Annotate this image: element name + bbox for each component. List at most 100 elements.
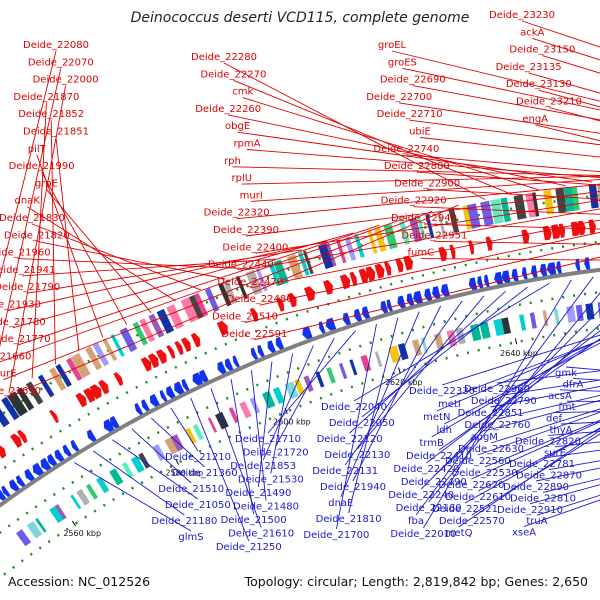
- reverse-gene-label-10: Deide_22890: [503, 482, 569, 493]
- reverse-gene-label-18: Deide_22760: [464, 420, 530, 431]
- forward-gene-label-36: Deide_22510: [212, 312, 278, 323]
- reverse-gene-arrow-31: [217, 361, 227, 375]
- outer-feature-block-65: [588, 183, 599, 209]
- reverse-gene-arrow-38: [275, 336, 285, 350]
- forward-gene-label-43: ubiE: [409, 127, 431, 138]
- reverse-gene-label-0: gmk: [555, 368, 577, 379]
- reverse-leader-line-45: [352, 305, 442, 482]
- reverse-leader-line-48: [335, 324, 377, 530]
- forward-leader-line-13: [22, 258, 277, 277]
- reverse-gene-label-36: Deide_22240: [388, 490, 454, 501]
- reverse-gene-label-44: Deide_22131: [312, 466, 378, 477]
- reverse-gene-arrow-62: [484, 274, 490, 287]
- outer-feature-block-26: [188, 294, 206, 319]
- reverse-gene-label-56: Deide_21610: [228, 529, 294, 540]
- forward-gene-label-44: Deide_22740: [373, 144, 439, 155]
- reverse-gene-arrow-5: [9, 479, 20, 492]
- reverse-gene-arrow-53: [406, 293, 415, 306]
- forward-leader-line-47: [413, 206, 600, 215]
- outer-feature-block-25: [180, 297, 199, 323]
- reverse-gene-arrow-51: [386, 299, 393, 312]
- forward-gene-arrow-54: [403, 255, 414, 271]
- forward-leader-line-46: [427, 188, 600, 200]
- forward-gene-label-26: rpmA: [233, 139, 260, 150]
- outer-feature-block-15: [85, 346, 103, 371]
- forward-gene-label-32: Deide_22400: [222, 242, 288, 253]
- label-leader-lines: [0, 20, 600, 542]
- reverse-gene-label-1: dfrA: [563, 379, 584, 390]
- outer-feature-block-31: [235, 275, 248, 300]
- reverse-leader-line-52: [270, 353, 294, 474]
- forward-gene-arrow-74: [588, 219, 596, 234]
- reverse-gene-label-35: Deide_22490: [401, 477, 467, 488]
- inner-feature-block-45: [519, 314, 527, 331]
- forward-leader-line-37: [254, 256, 600, 341]
- forward-leader-line-2: [8, 85, 67, 393]
- forward-leader-line-18: [0, 217, 406, 363]
- forward-gene-arrow-59: [449, 244, 456, 259]
- outer-feature-block-24: [166, 304, 184, 330]
- forward-gene-arrow-27: [166, 345, 176, 359]
- reverse-gene-label-12: Deide_22910: [497, 505, 563, 516]
- reverse-leader-line-17: [490, 385, 600, 408]
- reverse-gene-label-38: fba: [408, 516, 424, 527]
- reverse-gene-label-49: Deide_21710: [235, 434, 301, 445]
- reverse-leader-line-37: [428, 292, 600, 503]
- inner-feature-block-8: [96, 476, 110, 494]
- inner-feature-block-7: [85, 483, 98, 500]
- forward-gene-label-6: pilT: [28, 144, 47, 155]
- forward-leader-line-44: [406, 154, 600, 173]
- forward-gene-label-52: ackA: [520, 27, 544, 38]
- forward-gene-arrow-58: [438, 246, 448, 262]
- forward-leader-line-34: [250, 219, 600, 289]
- reverse-gene-label-55: Deide_21500: [221, 515, 287, 526]
- reverse-leader-line-50: [275, 337, 335, 447]
- forward-gene-arrow-33: [216, 320, 228, 336]
- forward-gene-arrow-50: [365, 266, 376, 282]
- reverse-gene-label-60: Deide_21510: [158, 484, 224, 495]
- reverse-gene-arrow-67: [531, 265, 538, 278]
- reverse-gene-label-30: metN: [423, 412, 450, 423]
- forward-gene-arrow-9: [16, 429, 28, 444]
- forward-gene-arrow-53: [395, 258, 404, 273]
- inner-feature-block-33: [374, 351, 383, 368]
- reverse-gene-label-14: xseA: [512, 528, 536, 539]
- forward-leader-line-5: [55, 137, 80, 351]
- forward-leader-line-4: [50, 120, 56, 365]
- forward-gene-label-49: Deide_22951: [401, 230, 467, 241]
- reverse-gene-arrow-41: [302, 326, 313, 340]
- inner-feature-block-12: [138, 452, 151, 469]
- inner-feature-block-40: [455, 327, 466, 345]
- forward-gene-label-35: Deide_22480: [227, 294, 293, 305]
- forward-leader-line-36: [244, 242, 600, 323]
- forward-gene-label-33: Deide_22440: [208, 260, 274, 271]
- reverse-gene-label-20: Deide_22630: [458, 444, 524, 455]
- forward-gene-label-14: Deide_21790: [0, 282, 60, 293]
- inner-feature-block-28: [315, 371, 325, 388]
- forward-gene-label-24: Deide_22260: [195, 104, 261, 115]
- reverse-gene-label-33: Deide_22410: [406, 451, 472, 462]
- reverse-leader-line-44: [344, 300, 463, 466]
- reverse-gene-arrow-52: [397, 295, 406, 309]
- forward-gene-arrow-6: [0, 445, 7, 459]
- forward-gene-label-28: rplU: [232, 173, 253, 184]
- reverse-leader-line-19: [484, 399, 600, 432]
- reverse-gene-label-8: Deide_22781: [509, 459, 575, 470]
- forward-gene-label-50: fumC: [408, 248, 435, 259]
- forward-gene-arrow-45: [323, 279, 333, 295]
- reverse-leader-line-41: [361, 286, 528, 418]
- reverse-gene-label-45: Deide_21940: [320, 482, 386, 493]
- reverse-leader-line-28: [441, 334, 600, 386]
- forward-gene-arrow-25: [147, 353, 159, 369]
- inner-feature-block-51: [585, 303, 595, 320]
- inner-feature-block-17: [192, 423, 204, 441]
- reverse-gene-arrow-70: [556, 261, 562, 274]
- forward-gene-label-15: Deide_21930: [0, 300, 41, 311]
- reverse-leader-line-20: [490, 408, 600, 444]
- reverse-leader-line-31: [443, 342, 600, 425]
- reverse-gene-arrow-26: [174, 381, 185, 395]
- outer-feature-block-35: [273, 259, 289, 285]
- reverse-leader-line-61: [112, 439, 199, 500]
- tick-label-2: 2600 kbp: [273, 418, 311, 427]
- reverse-gene-label-22: Deide_22530: [452, 468, 518, 479]
